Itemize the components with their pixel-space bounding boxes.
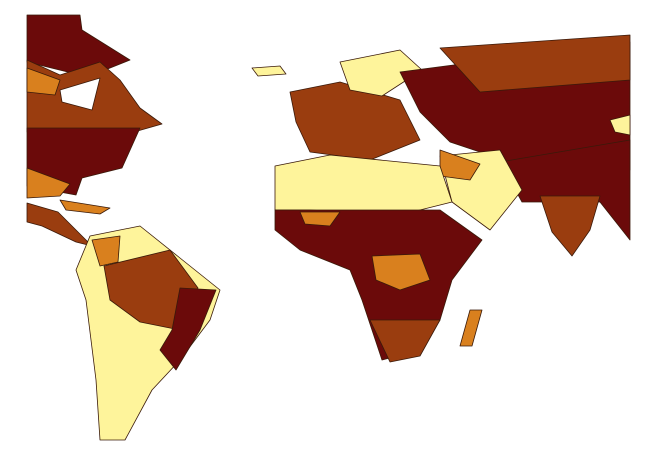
region [539, 195, 601, 257]
region [499, 139, 631, 241]
region [459, 309, 483, 347]
region [274, 154, 453, 216]
region [299, 211, 341, 227]
region [251, 65, 287, 77]
region [59, 77, 101, 111]
region [26, 167, 71, 199]
region [26, 202, 93, 247]
region [371, 253, 431, 291]
region [339, 49, 423, 97]
region [439, 34, 631, 93]
region [26, 67, 61, 96]
region [59, 199, 111, 215]
region [26, 14, 131, 76]
region [369, 319, 441, 363]
region [289, 81, 421, 161]
region [159, 287, 217, 371]
region [609, 114, 631, 136]
region [91, 235, 121, 267]
